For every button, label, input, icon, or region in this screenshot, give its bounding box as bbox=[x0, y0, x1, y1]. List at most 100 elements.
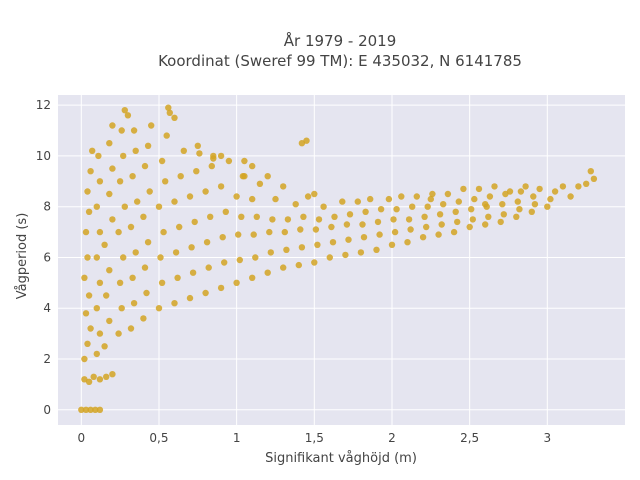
data-point bbox=[106, 317, 113, 325]
data-point bbox=[469, 216, 476, 223]
data-point bbox=[409, 203, 416, 210]
data-point bbox=[544, 203, 551, 210]
data-point bbox=[141, 264, 149, 271]
data-point bbox=[362, 208, 369, 215]
data-point bbox=[144, 239, 152, 246]
data-point bbox=[84, 340, 91, 347]
data-point bbox=[241, 157, 248, 165]
data-point bbox=[106, 267, 113, 274]
data-point bbox=[559, 183, 567, 190]
data-point bbox=[118, 305, 125, 312]
x-tick-label: 0 bbox=[77, 431, 85, 445]
x-tick-label: 0,5 bbox=[149, 431, 168, 445]
data-point bbox=[314, 241, 321, 248]
data-point bbox=[357, 249, 365, 256]
data-point bbox=[377, 206, 385, 213]
data-point bbox=[252, 254, 259, 261]
data-point bbox=[96, 406, 104, 413]
data-point bbox=[96, 178, 104, 185]
y-axis-title: Vågperiod (s) bbox=[15, 213, 30, 300]
y-tick-label: 4 bbox=[43, 301, 51, 315]
data-point bbox=[590, 175, 598, 182]
data-point bbox=[180, 147, 187, 154]
data-point bbox=[405, 216, 413, 223]
x-tick-label: 1,5 bbox=[305, 431, 324, 445]
data-point bbox=[171, 114, 178, 122]
x-axis-title: Signifikant våghöjd (m) bbox=[265, 451, 417, 466]
data-point bbox=[101, 241, 108, 248]
data-point bbox=[482, 201, 489, 208]
data-point bbox=[506, 188, 514, 195]
data-point bbox=[78, 406, 85, 413]
data-point bbox=[413, 193, 420, 200]
data-point bbox=[391, 228, 399, 236]
data-point bbox=[454, 218, 461, 226]
data-point bbox=[339, 198, 346, 205]
data-point bbox=[130, 300, 138, 307]
data-point bbox=[194, 142, 201, 149]
data-point bbox=[116, 178, 124, 185]
data-point bbox=[235, 231, 242, 238]
data-point bbox=[189, 269, 197, 276]
data-point bbox=[217, 152, 225, 160]
data-point bbox=[129, 274, 136, 281]
data-point bbox=[203, 239, 211, 246]
data-point bbox=[419, 234, 427, 241]
data-point bbox=[96, 330, 104, 337]
data-point bbox=[513, 213, 520, 220]
data-point bbox=[101, 343, 108, 350]
data-point bbox=[450, 228, 458, 236]
data-point bbox=[500, 211, 507, 218]
data-point bbox=[303, 137, 310, 144]
data-point bbox=[423, 223, 430, 231]
data-point bbox=[84, 188, 91, 195]
data-point bbox=[427, 195, 434, 203]
data-point bbox=[225, 157, 233, 165]
data-point bbox=[202, 188, 209, 195]
data-point bbox=[82, 406, 90, 413]
data-point bbox=[81, 274, 88, 281]
data-point bbox=[143, 289, 150, 297]
data-point bbox=[160, 228, 167, 236]
data-point bbox=[163, 132, 170, 139]
data-point bbox=[85, 292, 93, 299]
data-point bbox=[311, 259, 318, 266]
x-tick-labels: 0 0,5 1 1,5 2 2,5 3 bbox=[77, 431, 551, 445]
data-point bbox=[95, 152, 102, 160]
data-point bbox=[497, 218, 504, 226]
data-point bbox=[436, 211, 444, 218]
data-point bbox=[233, 193, 240, 200]
data-point bbox=[236, 256, 243, 264]
data-point bbox=[385, 195, 393, 203]
data-point bbox=[87, 168, 94, 175]
data-point bbox=[141, 162, 149, 170]
data-point bbox=[129, 173, 136, 180]
data-point bbox=[109, 122, 116, 129]
data-point bbox=[176, 223, 183, 231]
data-point bbox=[171, 198, 178, 205]
data-point bbox=[486, 193, 494, 200]
data-point bbox=[140, 213, 147, 220]
data-point bbox=[116, 279, 124, 286]
data-point bbox=[250, 231, 257, 238]
data-point bbox=[460, 185, 467, 193]
data-point bbox=[92, 406, 99, 413]
data-point bbox=[120, 152, 127, 160]
data-point bbox=[166, 109, 173, 117]
data-point bbox=[320, 203, 327, 210]
data-point bbox=[82, 310, 90, 317]
data-point bbox=[516, 206, 523, 213]
data-point bbox=[208, 162, 215, 170]
data-point bbox=[162, 178, 169, 185]
data-point bbox=[455, 198, 462, 205]
y-tick-label: 10 bbox=[36, 149, 51, 163]
data-point bbox=[435, 231, 442, 238]
data-point bbox=[360, 234, 368, 241]
data-point bbox=[373, 246, 380, 253]
data-point bbox=[121, 107, 128, 114]
data-point bbox=[93, 305, 101, 312]
data-point bbox=[466, 223, 473, 231]
data-point bbox=[312, 226, 320, 233]
data-point bbox=[345, 236, 352, 243]
